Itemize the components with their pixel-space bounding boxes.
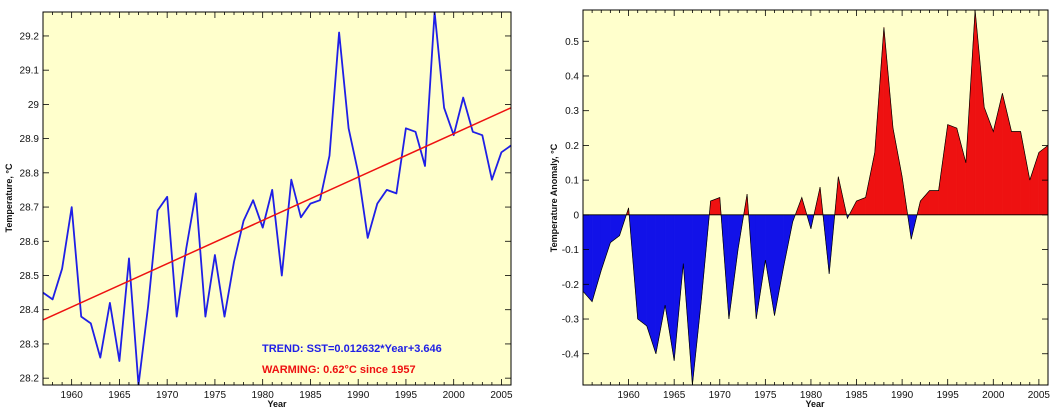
negative-anomaly-area [637, 214, 648, 327]
right-x-tick-label: 1965 [663, 390, 686, 401]
right-y-tick-label: 0.3 [565, 106, 579, 117]
right-plot-frame [582, 9, 1049, 386]
right-y-tick-label: 0.1 [565, 176, 579, 187]
right-x-tick-label: 1960 [617, 390, 640, 401]
left-y-tick-label: 28.6 [20, 237, 40, 248]
positive-anomaly-area [1011, 131, 1021, 216]
left-temperature-line-chart: 1960 1965 1970 1975 1980 1985 1990 1995 2000 2005… [4, 11, 513, 409]
right-y-axis-label: Temperature Anomaly, °C [549, 143, 559, 252]
left-y-tick-label: 28.2 [20, 374, 40, 385]
left-y-tick-label: 29.2 [20, 31, 40, 42]
left-x-tick-label: 2005 [490, 390, 513, 401]
left-x-tick-label: 1970 [156, 390, 179, 401]
left-x-tick-label: 1960 [61, 390, 84, 401]
positive-anomaly-area [929, 190, 939, 216]
right-x-tick-label: 1980 [800, 390, 823, 401]
left-y-tick-label: 28.8 [20, 168, 40, 179]
left-x-tick-label: 1980 [252, 390, 275, 401]
left-chart-axes: 1960 1965 1970 1975 1980 1985 1990 1995 2000 2005… [20, 11, 513, 401]
right-y-tick-label: -0.1 [562, 245, 580, 256]
right-x-tick-label: 1990 [891, 390, 914, 401]
right-x-tick-label: 2000 [982, 390, 1005, 401]
trend-annotation: TREND: SST=0.012632*Year+3.646 [262, 343, 442, 355]
left-plot-background [43, 12, 511, 385]
left-y-tick-label: 29.1 [20, 66, 40, 77]
right-chart-axes: 1960 1965 1970 1975 1980 1985 1990 1995 2000 2005… [562, 9, 1050, 401]
right-y-tick-label: 0.2 [565, 141, 579, 152]
left-y-tick-label: 29 [28, 100, 40, 111]
right-y-tick-label: 0.4 [565, 71, 579, 82]
negative-anomaly-area [582, 214, 593, 303]
left-y-tick-label: 28.5 [20, 271, 40, 282]
left-x-axis-label: Year [267, 399, 287, 409]
positive-anomaly-area [947, 124, 958, 216]
right-x-tick-label: 1970 [709, 390, 732, 401]
warming-annotation: WARMING: 0.62°C since 1957 [262, 364, 416, 376]
sst-series-line [43, 12, 511, 385]
right-x-axis-label: Year [805, 399, 825, 409]
left-x-tick-label: 1965 [108, 390, 131, 401]
right-x-tick-label: 1985 [845, 390, 868, 401]
right-x-tick-label: 2005 [1028, 390, 1050, 401]
left-x-tick-label: 1995 [395, 390, 418, 401]
left-chart-marks [43, 12, 511, 385]
left-y-tick-label: 28.9 [20, 134, 40, 145]
left-y-tick-label: 28.4 [20, 305, 40, 316]
left-x-tick-label: 1985 [299, 390, 322, 401]
right-y-tick-label: -0.3 [562, 315, 580, 326]
trend-line [43, 107, 511, 321]
left-x-tick-label: 2000 [443, 390, 466, 401]
right-x-tick-label: 1975 [754, 390, 777, 401]
left-y-tick-label: 28.3 [20, 339, 40, 350]
right-y-tick-label: 0.5 [565, 37, 579, 48]
right-y-tick-label: 0 [573, 210, 579, 221]
right-x-tick-label: 1995 [937, 390, 960, 401]
right-y-tick-label: -0.4 [562, 349, 580, 360]
left-x-tick-label: 1975 [204, 390, 227, 401]
left-y-axis-label: Temperature, °C [4, 163, 14, 232]
anomaly-outline [582, 9, 1049, 386]
right-anomaly-area-chart: 1960 1965 1970 1975 1980 1985 1990 1995 2000 2005… [549, 9, 1050, 409]
right-y-tick-label: -0.2 [562, 280, 580, 291]
left-series-group [43, 12, 511, 385]
left-plot-frame [42, 11, 512, 386]
left-x-tick-label: 1990 [347, 390, 370, 401]
left-y-tick-label: 28.7 [20, 203, 40, 214]
right-chart-marks [582, 9, 1049, 386]
